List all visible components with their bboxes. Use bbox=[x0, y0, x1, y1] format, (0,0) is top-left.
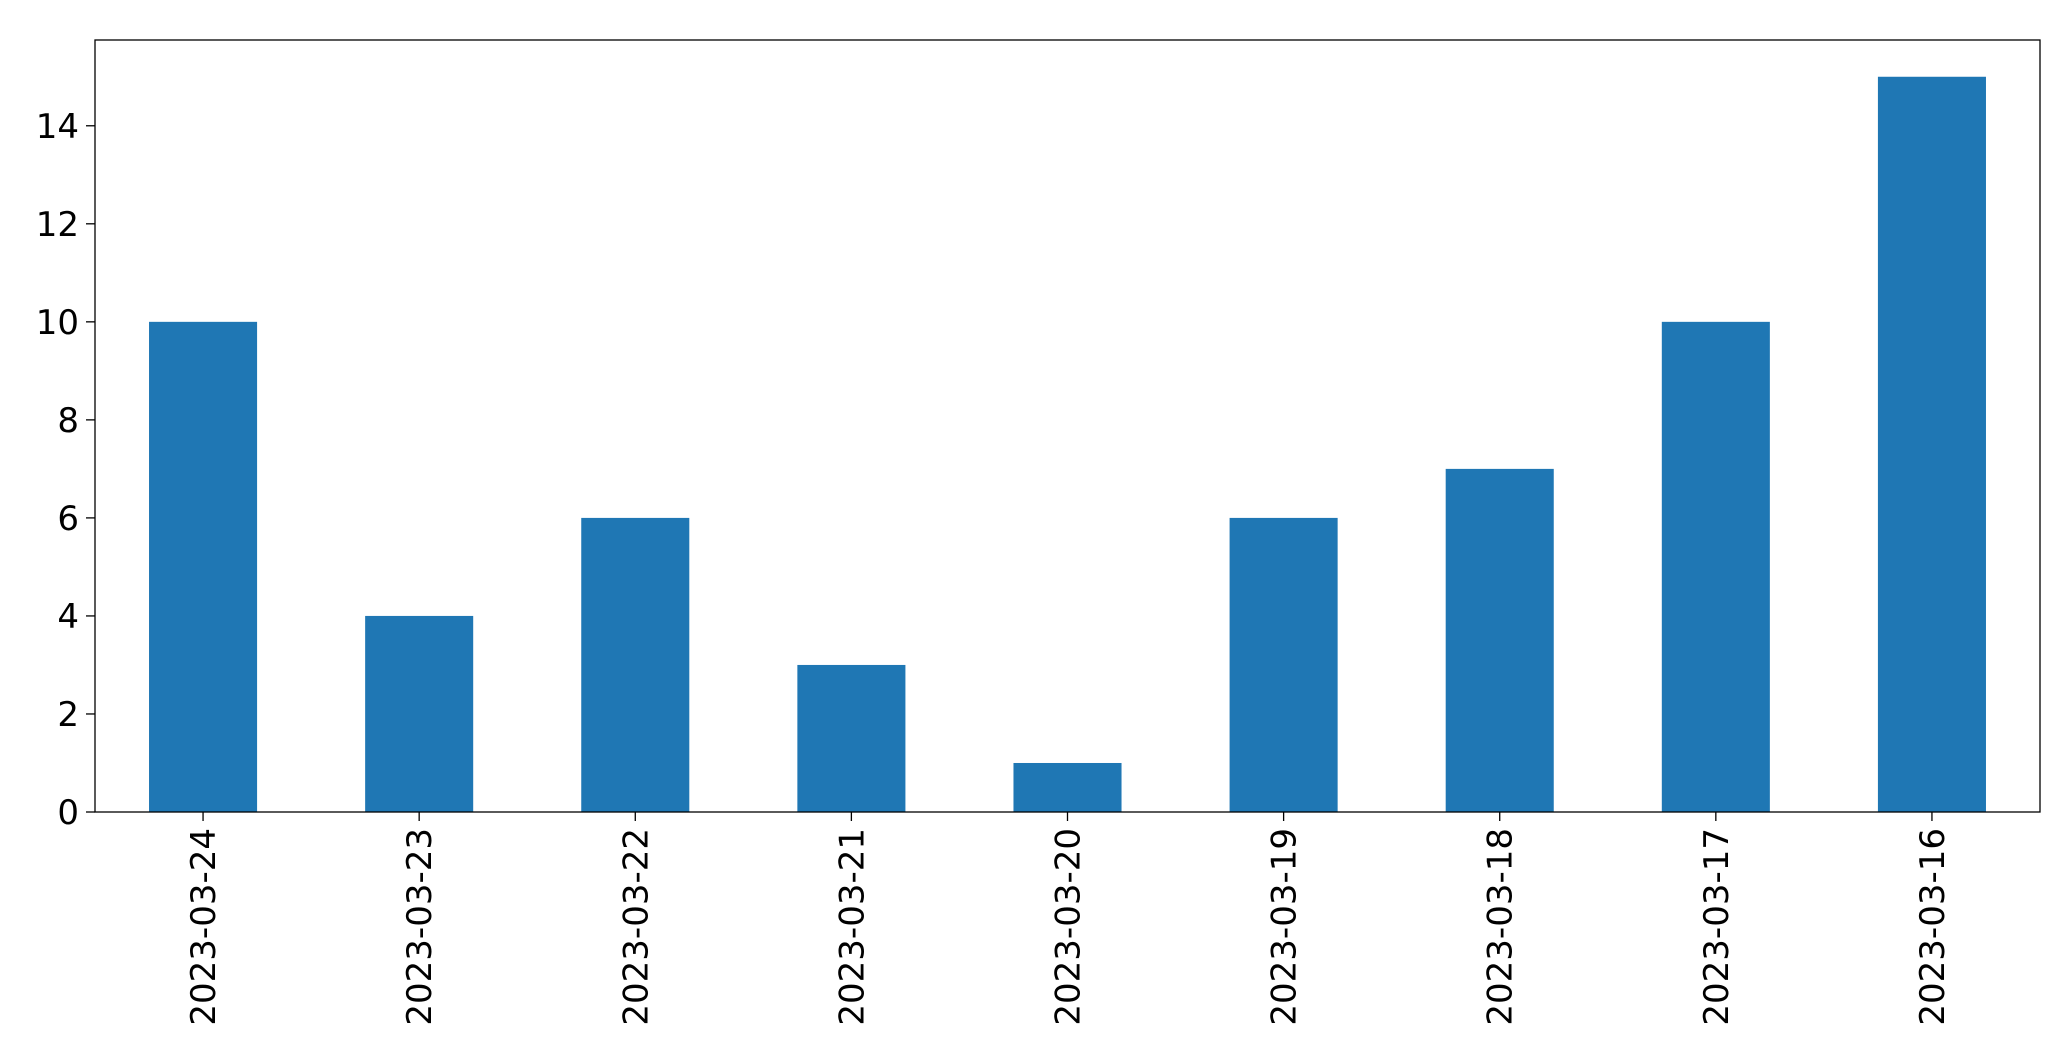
x-tick-label: 2023-03-19 bbox=[1265, 828, 1305, 1026]
y-tick-label: 0 bbox=[57, 793, 79, 833]
bar-2023-03-23 bbox=[365, 615, 474, 812]
bar-2023-03-16 bbox=[1877, 76, 1986, 812]
y-tick-label: 4 bbox=[57, 597, 79, 637]
y-tick-label: 10 bbox=[36, 303, 79, 343]
bar-2023-03-18 bbox=[1445, 468, 1554, 812]
x-tick-label: 2023-03-23 bbox=[400, 828, 440, 1026]
y-tick-label: 2 bbox=[57, 695, 79, 735]
x-tick-label: 2023-03-20 bbox=[1049, 828, 1089, 1026]
y-axis: 0 2 4 6 8 10 12 14 bbox=[36, 107, 95, 833]
y-tick-label: 14 bbox=[36, 107, 79, 147]
bar-2023-03-21 bbox=[797, 664, 906, 812]
x-tick-label: 2023-03-24 bbox=[184, 828, 224, 1026]
bar-2023-03-22 bbox=[581, 517, 690, 812]
y-tick-label: 12 bbox=[36, 205, 79, 245]
x-tick-label: 2023-03-21 bbox=[832, 828, 872, 1026]
bars-group bbox=[149, 76, 1986, 812]
plot-frame bbox=[94, 39, 2041, 813]
y-tick-label: 8 bbox=[57, 401, 79, 441]
x-tick-label: 2023-03-22 bbox=[616, 828, 656, 1026]
bar-2023-03-20 bbox=[1013, 762, 1122, 812]
x-tick-label: 2023-03-16 bbox=[1913, 828, 1953, 1026]
x-tick-label: 2023-03-18 bbox=[1481, 828, 1521, 1026]
x-tick-label: 2023-03-17 bbox=[1697, 828, 1737, 1026]
x-axis: 2023-03-24 2023-03-23 2023-03-22 2023-03-21… bbox=[184, 812, 1953, 1026]
bar-2023-03-19 bbox=[1229, 517, 1338, 812]
y-tick-label: 6 bbox=[57, 499, 79, 539]
bar-2023-03-24 bbox=[149, 321, 258, 812]
bar-2023-03-17 bbox=[1661, 321, 1770, 812]
